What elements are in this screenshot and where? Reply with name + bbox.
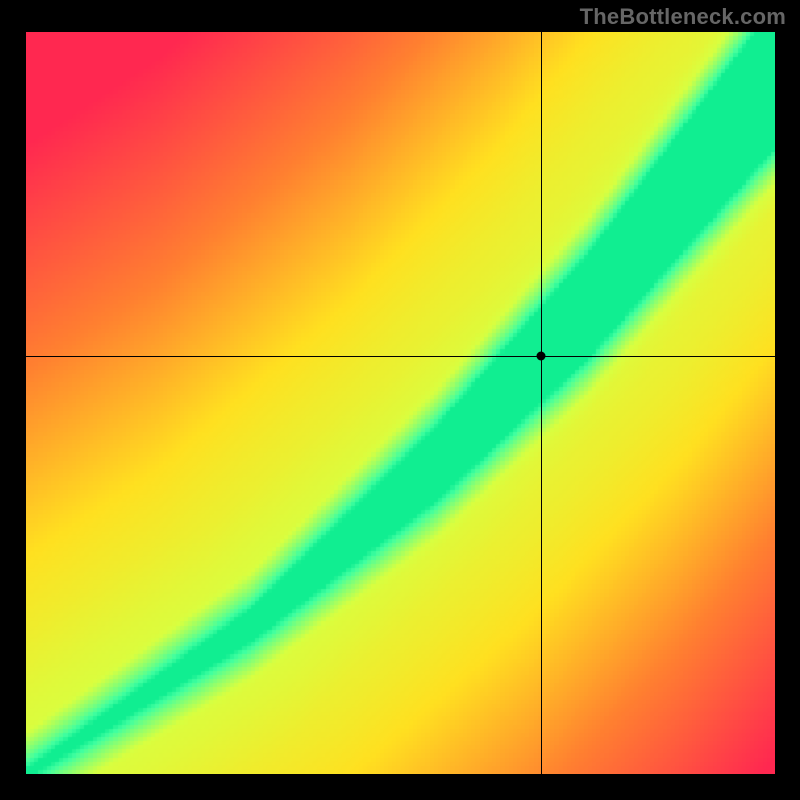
chart-frame: TheBottleneck.com — [0, 0, 800, 800]
crosshair-horizontal — [26, 356, 775, 358]
crosshair-vertical — [541, 32, 543, 774]
marker-dot — [537, 352, 546, 361]
heatmap-plot — [26, 32, 775, 774]
heatmap-canvas — [26, 32, 775, 774]
watermark-text: TheBottleneck.com — [580, 4, 786, 30]
